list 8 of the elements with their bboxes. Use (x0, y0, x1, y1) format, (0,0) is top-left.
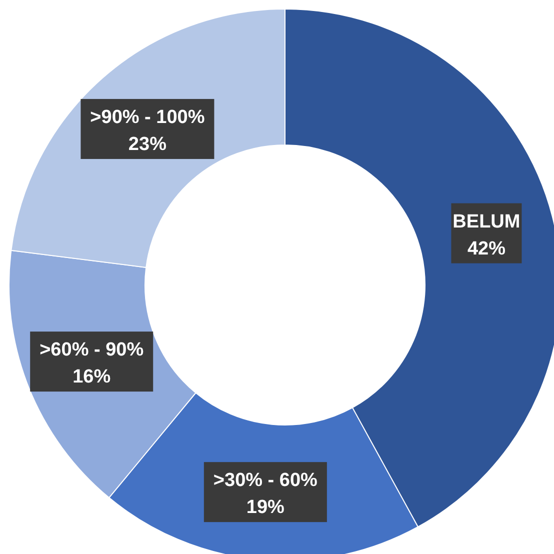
data-label: 23% (128, 134, 167, 155)
slice-label: >30% - 60% (213, 470, 318, 492)
data-label: 16% (72, 366, 111, 388)
slice-label: >60% - 90% (40, 340, 144, 361)
data-label: 42% (467, 238, 506, 260)
data-label: 19% (246, 497, 285, 518)
slice-label: BELUM (452, 211, 520, 232)
slice-label: >90% - 100% (90, 106, 205, 128)
